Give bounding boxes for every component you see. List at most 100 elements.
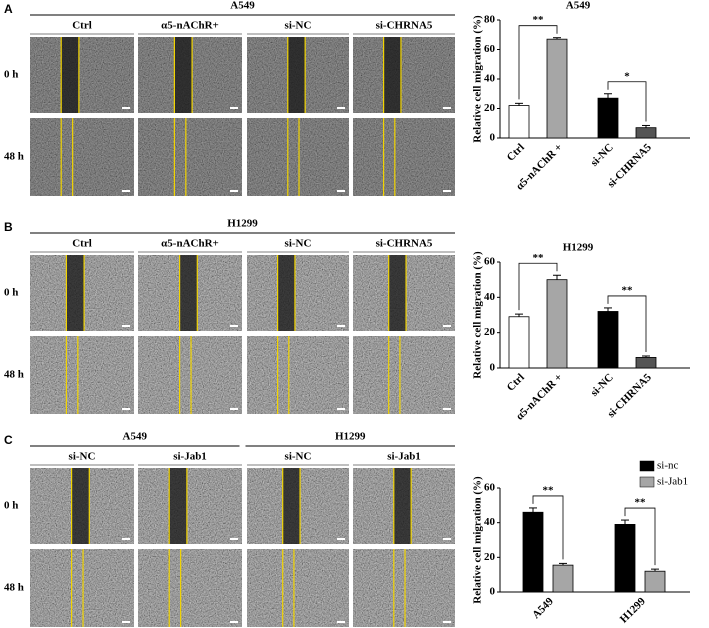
panel-letter: C: [4, 433, 13, 447]
scale-bar: [122, 538, 130, 540]
y-tick-label: 40: [484, 73, 496, 85]
column-label: si-NC: [285, 238, 312, 250]
scale-bar: [122, 325, 130, 327]
micrograph-texture: [138, 336, 242, 414]
x-tick-label: H1299: [618, 595, 648, 625]
bar: [508, 105, 530, 139]
x-tick-label: Ctrl: [505, 141, 527, 163]
gap: [71, 468, 90, 544]
significance-label: *: [624, 70, 630, 82]
x-tick-label: si-NC: [588, 371, 616, 399]
column-label: si-NC: [285, 451, 312, 463]
scale-bar: [230, 107, 238, 109]
significance-bracket: [518, 25, 558, 100]
panel-header: H1299: [227, 218, 258, 230]
bar: [635, 127, 657, 139]
panel-letter: A: [4, 2, 13, 16]
gap: [174, 37, 193, 113]
chart-title: A549: [566, 0, 591, 12]
column-label: α5-nAChR+: [161, 20, 219, 32]
scale-bar: [122, 190, 130, 192]
significance-label: **: [622, 284, 634, 296]
bar: [546, 38, 568, 139]
y-tick-label: 0: [490, 362, 496, 374]
scale-bar: [443, 190, 451, 192]
row-label: 0 h: [4, 500, 18, 512]
column-label: si-Jab1: [173, 451, 207, 463]
y-tick-label: 20: [484, 326, 496, 338]
scale-bar: [230, 325, 238, 327]
x-tick-label: Ctrl: [505, 371, 527, 393]
gap: [282, 468, 301, 544]
micrograph-texture: [247, 118, 349, 196]
significance-bracket: [518, 262, 558, 311]
row-label: 0 h: [4, 287, 18, 299]
column-label: Ctrl: [72, 20, 92, 32]
bar: [614, 524, 636, 593]
significance-label: **: [533, 252, 545, 264]
micrograph-texture: [138, 118, 242, 196]
scale-bar: [337, 107, 345, 109]
gap: [277, 255, 295, 331]
x-tick-label: A549: [530, 595, 556, 621]
significance-bracket: [624, 507, 656, 566]
micrograph-texture: [353, 118, 455, 196]
y-tick-label: 60: [484, 43, 496, 55]
scale-bar: [443, 107, 451, 109]
significance-bracket: [607, 81, 647, 122]
gap: [383, 37, 401, 113]
micrograph-texture: [353, 37, 455, 113]
bar: [597, 311, 619, 369]
micrograph-texture: [30, 37, 134, 113]
gap: [179, 255, 198, 331]
scale-bar: [443, 538, 451, 540]
row-label: 48 h: [4, 582, 24, 594]
legend-label: si-Jab1: [657, 476, 688, 488]
legend-swatch: [639, 476, 655, 488]
scale-bar: [337, 538, 345, 540]
panel-header: A549: [123, 431, 148, 443]
panel-letter: B: [4, 220, 13, 234]
scale-bar: [337, 408, 345, 410]
y-tick-label: 80: [484, 14, 496, 26]
y-tick-label: 60: [484, 256, 496, 268]
scale-bar: [337, 190, 345, 192]
gap: [388, 255, 407, 331]
scale-bar: [230, 190, 238, 192]
bar: [546, 279, 568, 369]
scale-bar: [337, 621, 345, 623]
gap: [66, 255, 85, 331]
panel-header: A549: [230, 0, 255, 12]
bar: [522, 511, 544, 593]
column-label: si-NC: [69, 451, 96, 463]
bar: [508, 316, 530, 369]
scale-bar: [443, 325, 451, 327]
y-tick-label: 40: [484, 291, 496, 303]
micrograph-texture: [30, 118, 134, 196]
column-label: Ctrl: [72, 238, 92, 250]
row-label: 0 h: [4, 69, 18, 81]
y-tick-label: 20: [484, 102, 496, 114]
row-label: 48 h: [4, 369, 24, 381]
significance-label: **: [635, 497, 647, 509]
chart-title: H1299: [563, 242, 594, 254]
column-label: si-CHRNA5: [376, 20, 433, 32]
micrograph-texture: [247, 336, 349, 414]
row-label: 48 h: [4, 151, 24, 163]
scale-bar: [443, 621, 451, 623]
significance-bracket: [607, 295, 647, 352]
y-axis-label: Relative cell migration (%): [472, 476, 484, 604]
gap: [287, 37, 306, 113]
y-axis-label: Relative cell migration (%): [472, 15, 484, 143]
micrograph-texture: [30, 336, 134, 414]
bar: [635, 356, 657, 369]
bar: [552, 564, 574, 593]
y-tick-label: 0: [490, 132, 496, 144]
significance-label: **: [543, 484, 555, 496]
gap: [393, 468, 412, 544]
y-tick-label: 40: [484, 516, 496, 528]
legend-label: si-nc: [657, 460, 679, 472]
significance-bracket: [532, 495, 564, 560]
scale-bar: [337, 325, 345, 327]
